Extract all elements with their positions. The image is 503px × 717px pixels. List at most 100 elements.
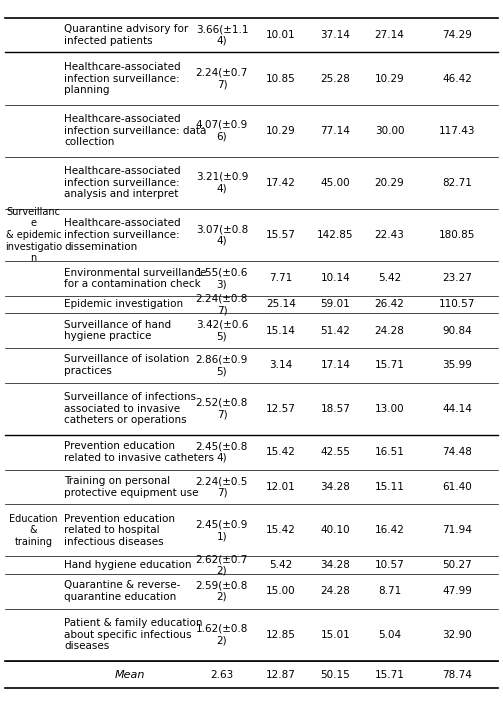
- Text: 17.42: 17.42: [266, 178, 296, 188]
- Text: 90.84: 90.84: [443, 326, 472, 336]
- Text: Epidemic investigation: Epidemic investigation: [64, 300, 183, 310]
- Text: 15.71: 15.71: [375, 670, 404, 680]
- Text: 22.43: 22.43: [375, 230, 404, 240]
- Text: 10.57: 10.57: [375, 560, 404, 570]
- Text: 3.42(±0.6
5): 3.42(±0.6 5): [196, 320, 248, 341]
- Text: 24.28: 24.28: [320, 587, 350, 596]
- Text: 15.71: 15.71: [375, 360, 404, 370]
- Text: 3.21(±0.9
4): 3.21(±0.9 4): [196, 172, 248, 194]
- Text: 46.42: 46.42: [442, 74, 472, 84]
- Text: 2.52(±0.8
7): 2.52(±0.8 7): [196, 398, 248, 419]
- Text: 10.85: 10.85: [266, 74, 296, 84]
- Text: Education
&
training: Education & training: [9, 514, 58, 547]
- Text: 25.14: 25.14: [266, 300, 296, 310]
- Text: Training on personal
protective equipment use: Training on personal protective equipmen…: [64, 476, 199, 498]
- Text: 24.28: 24.28: [375, 326, 404, 336]
- Text: 37.14: 37.14: [320, 30, 350, 40]
- Text: 51.42: 51.42: [320, 326, 350, 336]
- Text: 1.55(±0.6
3): 1.55(±0.6 3): [196, 267, 248, 289]
- Text: 16.51: 16.51: [375, 447, 404, 457]
- Text: Surveillance of infections
associated to invasive
catheters or operations: Surveillance of infections associated to…: [64, 392, 196, 425]
- Text: 16.42: 16.42: [375, 526, 404, 536]
- Text: 27.14: 27.14: [375, 30, 404, 40]
- Text: 15.14: 15.14: [266, 326, 296, 336]
- Text: 78.74: 78.74: [442, 670, 472, 680]
- Text: 10.29: 10.29: [375, 74, 404, 84]
- Text: Quarantine advisory for
infected patients: Quarantine advisory for infected patient…: [64, 24, 189, 46]
- Text: 15.42: 15.42: [266, 526, 296, 536]
- Text: 2.45(±0.9
1): 2.45(±0.9 1): [196, 520, 248, 541]
- Text: Environmental surveillance
for a contamination check: Environmental surveillance for a contami…: [64, 267, 207, 289]
- Text: 2.59(±0.8
2): 2.59(±0.8 2): [196, 580, 248, 602]
- Text: Mean: Mean: [114, 670, 145, 680]
- Text: 47.99: 47.99: [442, 587, 472, 596]
- Text: 2.63: 2.63: [210, 670, 233, 680]
- Text: 12.57: 12.57: [266, 404, 296, 414]
- Text: 5.42: 5.42: [270, 560, 293, 570]
- Text: 25.28: 25.28: [320, 74, 350, 84]
- Text: 18.57: 18.57: [320, 404, 350, 414]
- Text: 5.42: 5.42: [378, 273, 401, 283]
- Text: 15.42: 15.42: [266, 447, 296, 457]
- Text: 32.90: 32.90: [443, 630, 472, 640]
- Text: 3.14: 3.14: [270, 360, 293, 370]
- Text: 12.01: 12.01: [266, 482, 296, 492]
- Text: Surveillance of isolation
practices: Surveillance of isolation practices: [64, 354, 190, 376]
- Text: 12.85: 12.85: [266, 630, 296, 640]
- Text: 2.24(±0.8
7): 2.24(±0.8 7): [196, 294, 248, 315]
- Text: 74.48: 74.48: [442, 447, 472, 457]
- Text: 10.29: 10.29: [266, 125, 296, 136]
- Text: 10.14: 10.14: [320, 273, 350, 283]
- Text: 2.86(±0.9
5): 2.86(±0.9 5): [196, 354, 248, 376]
- Text: 2.45(±0.8
4): 2.45(±0.8 4): [196, 442, 248, 463]
- Text: Hand hygiene education: Hand hygiene education: [64, 560, 192, 570]
- Text: Healthcare-associated
infection surveillance:
dissemination: Healthcare-associated infection surveill…: [64, 219, 181, 252]
- Text: Healthcare-associated
infection surveillance:
planning: Healthcare-associated infection surveill…: [64, 62, 181, 95]
- Text: Prevention education
related to hospital
infectious diseases: Prevention education related to hospital…: [64, 514, 175, 547]
- Text: 44.14: 44.14: [442, 404, 472, 414]
- Text: 77.14: 77.14: [320, 125, 350, 136]
- Text: Quarantine & reverse-
quarantine education: Quarantine & reverse- quarantine educati…: [64, 580, 181, 602]
- Text: Healthcare-associated
infection surveillance:
analysis and interpret: Healthcare-associated infection surveill…: [64, 166, 181, 199]
- Text: 180.85: 180.85: [439, 230, 475, 240]
- Text: 45.00: 45.00: [320, 178, 350, 188]
- Text: Surveillance of hand
hygiene practice: Surveillance of hand hygiene practice: [64, 320, 172, 341]
- Text: 15.57: 15.57: [266, 230, 296, 240]
- Text: Healthcare-associated
infection surveillance: data
collection: Healthcare-associated infection surveill…: [64, 114, 207, 147]
- Text: 17.14: 17.14: [320, 360, 350, 370]
- Text: 117.43: 117.43: [439, 125, 475, 136]
- Text: Patient & family education
about specific infectious
diseases: Patient & family education about specifi…: [64, 618, 203, 651]
- Text: 10.01: 10.01: [266, 30, 296, 40]
- Text: 82.71: 82.71: [442, 178, 472, 188]
- Text: 2.24(±0.7
7): 2.24(±0.7 7): [196, 67, 248, 90]
- Text: 2.62(±0.7
2): 2.62(±0.7 2): [196, 554, 248, 576]
- Text: 4.07(±0.9
6): 4.07(±0.9 6): [196, 120, 248, 141]
- Text: 1.62(±0.8
2): 1.62(±0.8 2): [196, 624, 248, 645]
- Text: 3.66(±1.1
4): 3.66(±1.1 4): [196, 24, 248, 46]
- Text: 50.15: 50.15: [320, 670, 350, 680]
- Text: 7.71: 7.71: [270, 273, 293, 283]
- Text: Surveillanc
e
& epidemic
investigatio
n: Surveillanc e & epidemic investigatio n: [5, 206, 62, 263]
- Text: 26.42: 26.42: [375, 300, 404, 310]
- Text: 3.07(±0.8
4): 3.07(±0.8 4): [196, 224, 248, 246]
- Text: 20.29: 20.29: [375, 178, 404, 188]
- Text: 40.10: 40.10: [320, 526, 350, 536]
- Text: 142.85: 142.85: [317, 230, 354, 240]
- Text: 15.00: 15.00: [266, 587, 296, 596]
- Text: 71.94: 71.94: [442, 526, 472, 536]
- Text: 34.28: 34.28: [320, 482, 350, 492]
- Text: 34.28: 34.28: [320, 560, 350, 570]
- Text: 110.57: 110.57: [439, 300, 475, 310]
- Text: 12.87: 12.87: [266, 670, 296, 680]
- Text: 74.29: 74.29: [442, 30, 472, 40]
- Text: 23.27: 23.27: [442, 273, 472, 283]
- Text: 15.11: 15.11: [375, 482, 404, 492]
- Text: 5.04: 5.04: [378, 630, 401, 640]
- Text: 61.40: 61.40: [443, 482, 472, 492]
- Text: 42.55: 42.55: [320, 447, 350, 457]
- Text: 13.00: 13.00: [375, 404, 404, 414]
- Text: 50.27: 50.27: [443, 560, 472, 570]
- Text: 35.99: 35.99: [442, 360, 472, 370]
- Text: 59.01: 59.01: [320, 300, 350, 310]
- Text: 30.00: 30.00: [375, 125, 404, 136]
